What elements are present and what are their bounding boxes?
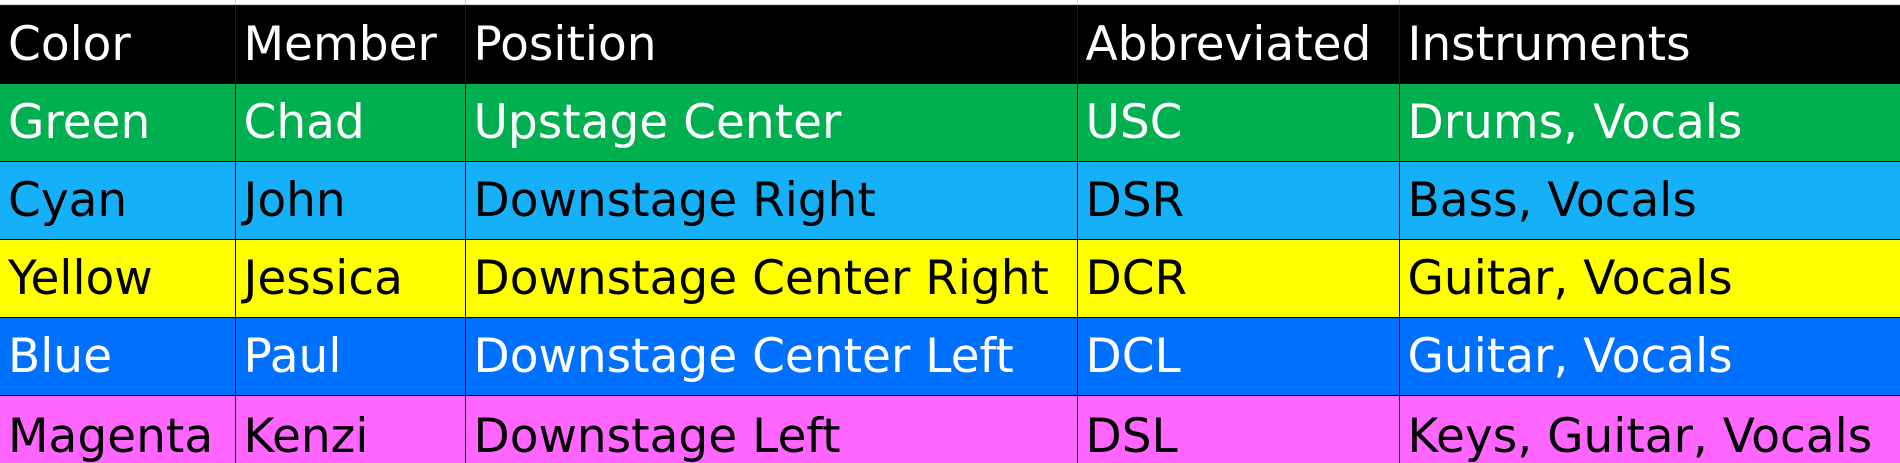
cell-instruments[interactable]: Drums, Vocals <box>1398 83 1900 162</box>
cell-member[interactable]: Chad <box>234 83 465 162</box>
cell-position[interactable]: Downstage Center Right <box>464 239 1077 318</box>
cell-position[interactable]: Downstage Left <box>464 395 1077 463</box>
cell-position[interactable]: Upstage Center <box>464 83 1077 162</box>
table-row: Blue Paul Downstage Center Left DCL Guit… <box>0 317 1900 396</box>
cell-abbreviated[interactable]: USC <box>1076 83 1399 162</box>
cell-member[interactable]: Kenzi <box>234 395 465 463</box>
header-cell-abbreviated[interactable]: Abbreviated <box>1076 5 1399 84</box>
cell-member[interactable]: Paul <box>234 317 465 396</box>
header-cell-instruments[interactable]: Instruments <box>1398 5 1900 84</box>
cell-instruments[interactable]: Guitar, Vocals <box>1398 239 1900 318</box>
cell-position[interactable]: Downstage Right <box>464 161 1077 240</box>
column-divider <box>1077 0 1078 5</box>
cell-instruments[interactable]: Keys, Guitar, Vocals <box>1398 395 1900 463</box>
cell-abbreviated[interactable]: DCR <box>1076 239 1399 318</box>
cell-color[interactable]: Blue <box>0 317 235 396</box>
cell-member[interactable]: Jessica <box>234 239 465 318</box>
band-member-table: Color Member Position Abbreviated Instru… <box>0 5 1900 463</box>
column-divider <box>235 0 236 5</box>
cell-abbreviated[interactable]: DSL <box>1076 395 1399 463</box>
header-cell-member[interactable]: Member <box>234 5 465 84</box>
header-row: Color Member Position Abbreviated Instru… <box>0 5 1900 84</box>
cell-color[interactable]: Green <box>0 83 235 162</box>
header-cell-position[interactable]: Position <box>464 5 1077 84</box>
column-divider <box>465 0 466 5</box>
cell-color[interactable]: Yellow <box>0 239 235 318</box>
table-row: Green Chad Upstage Center USC Drums, Voc… <box>0 83 1900 162</box>
cell-member[interactable]: John <box>234 161 465 240</box>
table-row: Yellow Jessica Downstage Center Right DC… <box>0 239 1900 318</box>
cell-color[interactable]: Cyan <box>0 161 235 240</box>
cell-abbreviated[interactable]: DSR <box>1076 161 1399 240</box>
cell-color[interactable]: Magenta <box>0 395 235 463</box>
table-row: Magenta Kenzi Downstage Left DSL Keys, G… <box>0 395 1900 463</box>
cell-instruments[interactable]: Guitar, Vocals <box>1398 317 1900 396</box>
header-cell-color[interactable]: Color <box>0 5 235 84</box>
table-row: Cyan John Downstage Right DSR Bass, Voca… <box>0 161 1900 240</box>
row-above-table <box>0 0 1900 5</box>
cell-abbreviated[interactable]: DCL <box>1076 317 1399 396</box>
cell-position[interactable]: Downstage Center Left <box>464 317 1077 396</box>
column-divider <box>1399 0 1400 5</box>
cell-instruments[interactable]: Bass, Vocals <box>1398 161 1900 240</box>
